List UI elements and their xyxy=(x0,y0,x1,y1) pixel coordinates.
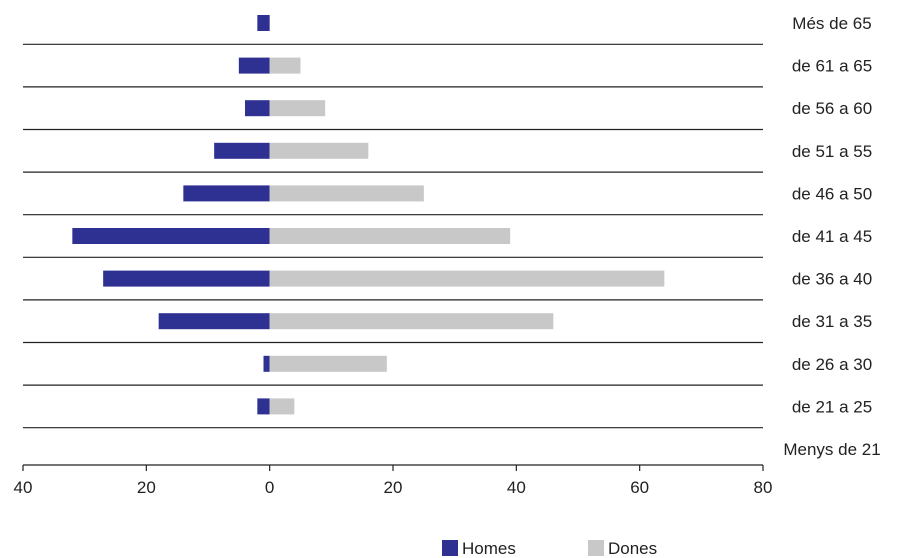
bar-dones-de-31-a-35 xyxy=(269,313,554,330)
row-separators xyxy=(23,43,763,429)
category-label-de-41-a-45: de 41 a 45 xyxy=(792,227,872,246)
x-tick-label: 80 xyxy=(754,478,773,497)
category-label-de-26-a-30: de 26 a 30 xyxy=(792,355,872,374)
bar-dones-de-61-a-65 xyxy=(269,57,301,74)
category-label-de-61-a-65: de 61 a 65 xyxy=(792,57,872,76)
category-label-de-21-a-25: de 21 a 25 xyxy=(792,397,872,416)
bar-homes-de-26-a-30 xyxy=(263,355,270,372)
category-label-m-s-de-65: Més de 65 xyxy=(792,14,871,33)
category-label-de-36-a-40: de 36 a 40 xyxy=(792,270,872,289)
legend: Homes Dones xyxy=(442,539,657,558)
category-label-de-56-a-60: de 56 a 60 xyxy=(792,99,872,118)
bar-dones-de-56-a-60 xyxy=(269,100,326,117)
bar-dones-de-36-a-40 xyxy=(269,270,665,287)
bar-homes-de-41-a-45 xyxy=(72,228,270,244)
bar-homes-de-61-a-65 xyxy=(238,57,270,74)
bar-dones-de-46-a-50 xyxy=(269,185,424,202)
x-tick-label: 60 xyxy=(630,478,649,497)
category-label-de-46-a-50: de 46 a 50 xyxy=(792,184,872,203)
bar-homes-de-46-a-50 xyxy=(183,185,270,202)
bar-homes-de-56-a-60 xyxy=(245,100,270,117)
x-tick-label: 20 xyxy=(137,478,156,497)
x-axis: 40 20 0 20 40 60 80 xyxy=(14,464,773,497)
bar-homes-de-21-a-25 xyxy=(257,398,270,415)
legend-swatch-homes xyxy=(442,540,458,556)
bar-homes-m-s-de-65 xyxy=(257,15,270,31)
legend-label-dones: Dones xyxy=(608,539,657,558)
category-label-de-31-a-35: de 31 a 35 xyxy=(792,312,872,331)
category-label-de-51-a-55: de 51 a 55 xyxy=(792,142,872,161)
bar-dones-de-51-a-55 xyxy=(269,142,369,159)
x-tick-label: 20 xyxy=(384,478,403,497)
category-label-menys-de-21: Menys de 21 xyxy=(783,440,880,459)
x-tick-label: 0 xyxy=(265,478,274,497)
bar-homes-de-31-a-35 xyxy=(158,313,270,330)
category-labels: Més de 65 de 61 a 65 de 56 a 60 de 51 a 55 d… xyxy=(783,14,880,459)
bar-dones-de-26-a-30 xyxy=(269,355,387,372)
bars-layer xyxy=(72,15,665,415)
legend-swatch-dones xyxy=(588,540,604,556)
legend-label-homes: Homes xyxy=(462,539,516,558)
bar-homes-de-36-a-40 xyxy=(103,270,270,287)
x-tick-label: 40 xyxy=(507,478,526,497)
bar-dones-de-21-a-25 xyxy=(269,398,295,415)
x-tick-label: 40 xyxy=(14,478,33,497)
bar-dones-de-41-a-45 xyxy=(269,228,511,244)
bar-homes-de-51-a-55 xyxy=(214,142,270,159)
